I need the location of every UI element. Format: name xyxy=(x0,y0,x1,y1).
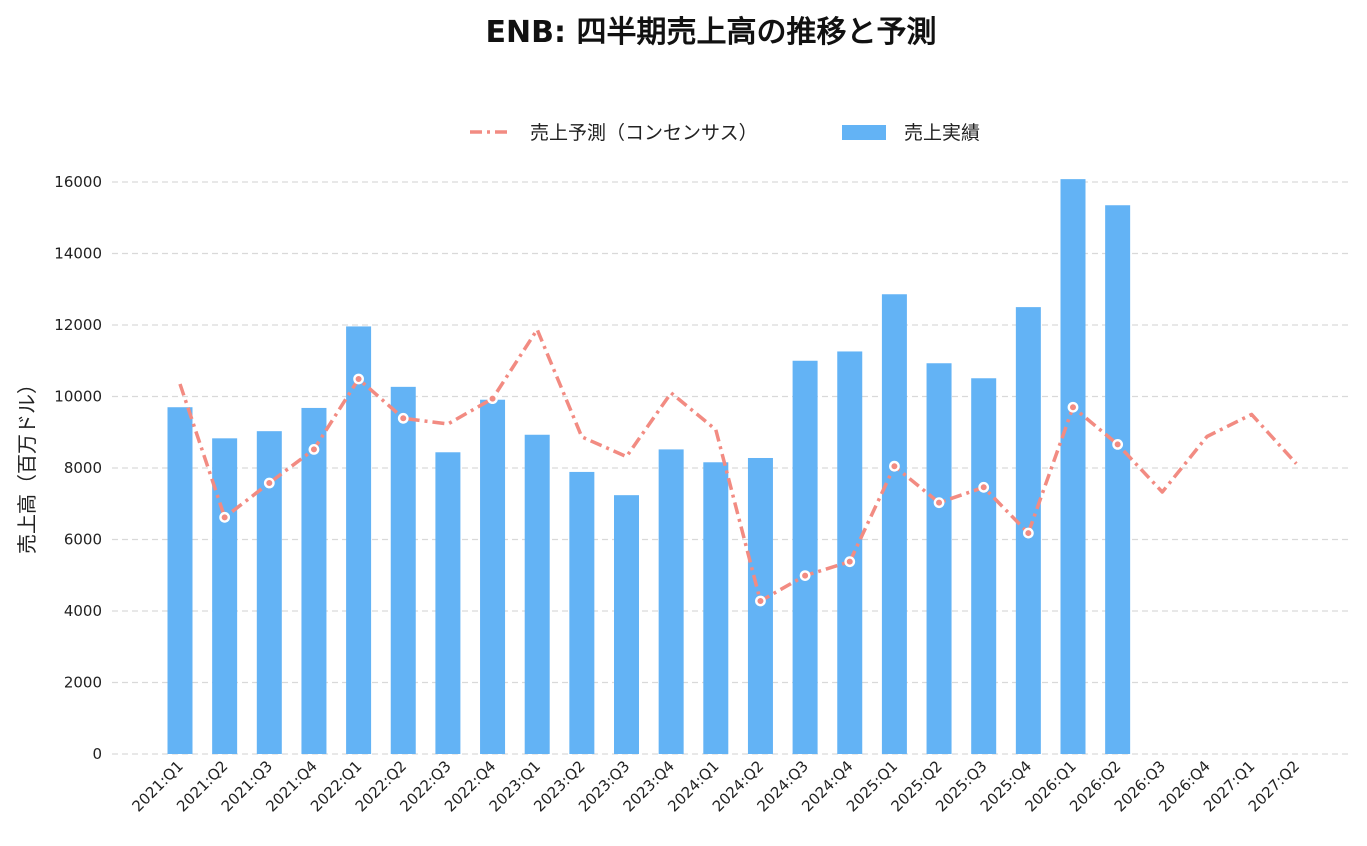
legend-actual-label: 売上実績 xyxy=(904,122,980,144)
forecast-point xyxy=(799,570,811,582)
forecast-point xyxy=(889,460,900,472)
y-tick-label: 8000 xyxy=(64,459,102,477)
forecast-point xyxy=(397,412,409,424)
forecast-point xyxy=(755,595,766,607)
forecast-point xyxy=(263,477,275,489)
bar xyxy=(614,495,639,754)
forecast-markers xyxy=(219,373,1124,607)
y-tick-label: 10000 xyxy=(54,388,102,406)
bar xyxy=(1060,179,1086,754)
y-tick-label: 14000 xyxy=(54,245,102,263)
bars xyxy=(167,179,1131,755)
forecast-point xyxy=(1112,439,1124,450)
chart-title: ENB: 四半期売上高の推移と予測 xyxy=(486,15,937,50)
forecast-series-line xyxy=(178,327,1298,603)
forecast-point xyxy=(353,373,364,385)
y-tick-label: 4000 xyxy=(64,602,102,620)
bar xyxy=(1105,205,1131,755)
bar xyxy=(524,434,550,754)
y-tick-label: 2000 xyxy=(64,674,102,692)
bar xyxy=(926,363,952,754)
bar xyxy=(346,326,372,754)
forecast-point xyxy=(219,511,231,523)
bar xyxy=(212,438,238,754)
forecast-point xyxy=(933,497,945,509)
gridlines xyxy=(112,181,1351,755)
bar xyxy=(569,471,595,754)
y-tick-label: 12000 xyxy=(54,316,102,334)
bar xyxy=(792,360,818,754)
y-tick-labels: 0 2000 4000 6000 8000 10000 12000 14000 16000 xyxy=(54,173,102,763)
bar xyxy=(301,407,327,754)
forecast-point xyxy=(1067,401,1079,413)
legend-actual-swatch xyxy=(842,125,886,140)
bar xyxy=(167,407,193,754)
bar xyxy=(480,399,506,754)
forecast-point xyxy=(1022,527,1034,539)
forecast-point xyxy=(308,444,320,455)
legend: 売上予測（コンセンサス） 売上実績 xyxy=(470,122,980,144)
forecast-point xyxy=(487,393,498,405)
bar xyxy=(390,386,416,754)
legend-forecast-label: 売上予測（コンセンサス） xyxy=(530,122,758,144)
forecast-line xyxy=(178,327,1298,603)
y-tick-label: 16000 xyxy=(54,173,102,191)
y-tick-label: 6000 xyxy=(64,531,102,549)
y-tick-label: 0 xyxy=(92,745,102,763)
forecast-point xyxy=(844,556,856,568)
bar xyxy=(881,294,907,754)
forecast-point xyxy=(978,481,990,493)
bar xyxy=(837,351,863,754)
bar xyxy=(658,449,684,754)
bar xyxy=(435,452,461,754)
y-axis-label: 売上高（百万ドル） xyxy=(15,374,39,554)
bar xyxy=(971,378,997,754)
bar xyxy=(703,462,729,754)
x-tick-labels: 2021:Q12021:Q22021:Q32021:Q42022:Q12022:… xyxy=(128,757,1303,815)
